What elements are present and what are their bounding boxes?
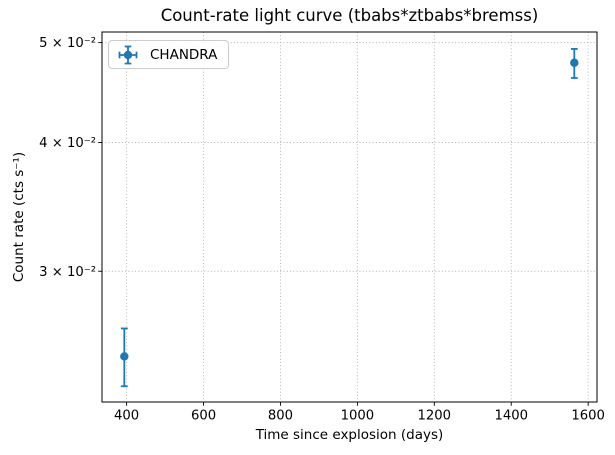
legend-label-chandra: CHANDRA bbox=[150, 46, 218, 63]
svg-text:1600: 1600 bbox=[571, 409, 605, 424]
x-axis-label: Time since explosion (days) bbox=[255, 427, 444, 443]
x-gridlines bbox=[126, 32, 589, 402]
legend: CHANDRA bbox=[108, 40, 230, 69]
y-gridlines bbox=[102, 42, 597, 272]
svg-text:3 × 10⁻²: 3 × 10⁻² bbox=[39, 265, 96, 280]
x-ticks bbox=[126, 402, 589, 406]
y-tick-labels: 5 × 10⁻² 4 × 10⁻² 3 × 10⁻² bbox=[39, 36, 96, 280]
y-ticks bbox=[98, 42, 102, 272]
data-point bbox=[570, 58, 579, 67]
svg-text:400: 400 bbox=[114, 409, 139, 424]
svg-text:600: 600 bbox=[191, 409, 216, 424]
data-series-chandra bbox=[120, 48, 579, 388]
svg-text:1400: 1400 bbox=[494, 409, 528, 424]
svg-text:5 × 10⁻²: 5 × 10⁻² bbox=[39, 36, 96, 51]
legend-errorbar-marker-icon bbox=[118, 45, 138, 64]
data-point bbox=[120, 352, 129, 361]
svg-text:800: 800 bbox=[268, 409, 293, 424]
svg-text:1200: 1200 bbox=[418, 409, 452, 424]
chart-title: Count-rate light curve (tbabs*ztbabs*bre… bbox=[160, 6, 539, 25]
axes-frame bbox=[101, 31, 598, 403]
svg-text:1000: 1000 bbox=[341, 409, 375, 424]
svg-text:4 × 10⁻²: 4 × 10⁻² bbox=[39, 136, 96, 151]
y-axis-label: Count rate (cts s⁻¹) bbox=[11, 151, 27, 283]
x-tick-labels: 400 600 800 1000 1200 1400 1600 bbox=[114, 409, 605, 424]
